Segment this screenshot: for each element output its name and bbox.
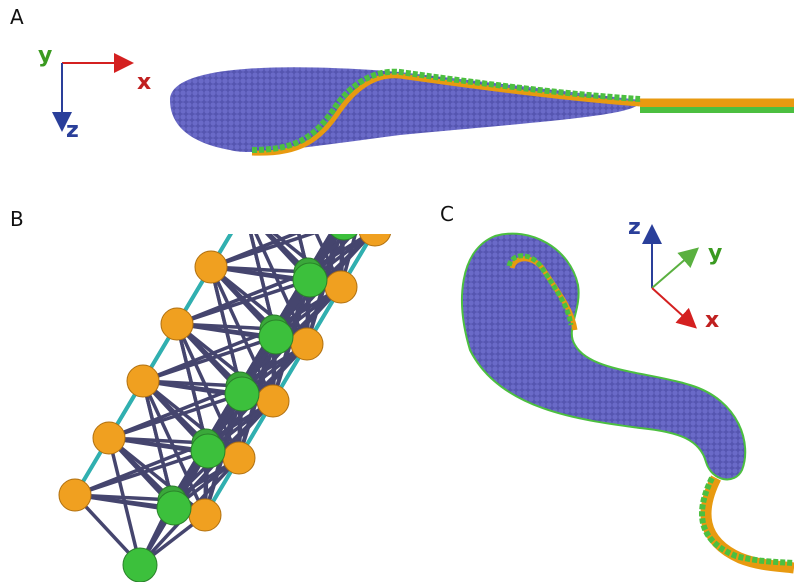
bead [123,548,157,582]
bond [342,173,409,215]
bond [245,210,344,223]
bead [359,214,391,246]
bond [376,158,409,173]
bead [223,442,255,474]
bond [341,158,376,287]
bead [229,194,261,226]
bead [225,377,259,411]
bead [257,385,289,417]
bond [344,223,375,230]
bond [375,173,409,230]
cell-body [462,234,745,480]
bead [161,308,193,340]
bead [93,422,125,454]
bead [293,263,327,297]
bond [279,153,376,158]
bond [279,153,375,230]
bead [195,251,227,283]
bond [245,158,376,210]
bond [342,158,376,215]
bond [245,210,342,215]
tail [706,478,794,568]
bond [279,153,342,215]
bead [325,271,357,303]
bead [59,479,91,511]
bond [344,173,409,223]
panel-label: A [10,5,24,29]
axis-arrow [652,250,696,288]
axis-arrow [652,288,694,326]
bond [279,153,344,223]
axis-label: y [38,43,52,68]
bead [291,328,323,360]
bead [393,157,425,189]
page: A x y z B C z y x (() => { const data = … [0,0,794,582]
figure: A x y z B C z y x [0,0,794,582]
bead [189,499,221,531]
bond [342,215,375,230]
axis-label: x [137,70,151,95]
axis-label: z [628,215,641,240]
bond [245,210,375,230]
axis-label: x [705,308,719,333]
bond [279,153,409,173]
bond [375,158,376,230]
axis-label: y [708,241,722,266]
bond [344,158,376,223]
axis-label: z [66,118,79,143]
bond [310,173,409,280]
cell-body [170,67,640,152]
lattice [59,137,425,582]
bead [328,201,356,229]
panel-label: C [440,202,454,226]
bead [127,365,159,397]
bond [342,215,344,223]
bead [259,320,293,354]
bead [362,144,390,172]
panel-label: B [10,207,24,231]
bond [245,153,279,210]
bead [327,206,361,240]
bead [191,434,225,468]
bead [157,491,191,525]
